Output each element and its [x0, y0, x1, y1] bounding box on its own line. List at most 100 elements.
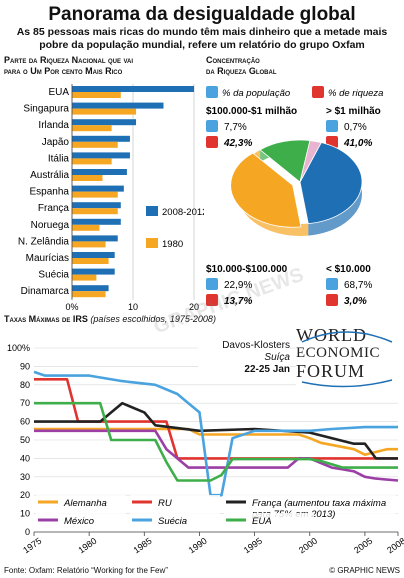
line-legend-bg [224, 513, 314, 527]
person-icon [326, 120, 338, 132]
bar-recent [72, 268, 115, 275]
line-legend-label: RU [158, 498, 172, 509]
wef-logo-line3: FORUM [296, 361, 366, 381]
line-y-tick: 20 [20, 490, 30, 500]
group-10k-100k-wealth: 13,7% [224, 296, 252, 307]
line-legend-label: Alemanha [63, 498, 107, 509]
person-icon [206, 120, 218, 132]
bar-1980 [72, 125, 112, 132]
line-x-tick: 1985 [132, 536, 154, 556]
line-chart-title: Taxas Máximas de IRS (países escolhidos,… [4, 314, 304, 325]
bar-category-label: Espanha [30, 187, 70, 198]
bar-category-label: Austrália [30, 170, 69, 181]
line-legend-label: EUA [252, 516, 272, 527]
bar-x-tick: 20 [189, 302, 199, 312]
bar-category-label: Itália [48, 153, 70, 164]
line-series [34, 401, 398, 482]
line-y-tick: 0 [25, 527, 30, 537]
person-icon [326, 278, 338, 290]
money-icon [206, 136, 218, 148]
population-legend-label: % da população [222, 88, 290, 99]
bar-x-tick: 10 [128, 302, 138, 312]
bar-1980 [72, 208, 118, 215]
pie-slice [299, 140, 322, 183]
group-label-1m-plus: > $1 milhão 0,7% 41,0% [326, 106, 381, 149]
wef-arc-icon [301, 331, 393, 388]
bar-chart-title: Parte da Riqueza Nacional que vai para o… [4, 55, 204, 77]
bar-recent [72, 119, 137, 126]
source-note: Fonte: Oxfam: Relatório “Working for the… [4, 566, 168, 575]
line-x-tick: 1990 [187, 536, 209, 556]
group-label-under-10k: < $10.000 68,7% 3,0% [326, 264, 372, 307]
line-y-tick: 90 [20, 361, 30, 371]
wealth-legend-icon [312, 86, 324, 98]
bar-1980 [72, 175, 103, 181]
bar-category-label: N. Zelândia [18, 236, 70, 247]
population-legend-icon [206, 86, 218, 98]
bar-chart: 0% 10 20 EUA Singapura Irlanda Japão Itália Aust… [18, 84, 204, 312]
group-100k-1m-population: 7,7% [224, 122, 247, 133]
group-10k-100k-population: 22,9% [224, 280, 252, 291]
group-label-10k-100k: $10.000-$100.000 22,9% 13,7% [206, 264, 288, 307]
money-icon [206, 294, 218, 306]
bar-1980 [72, 241, 106, 248]
wef-logo-line1: WORLD [296, 325, 367, 345]
line-series [34, 401, 398, 460]
line-x-tick: 1975 [21, 536, 43, 556]
line-x-tick: 2008 [385, 536, 404, 556]
bar-recent [72, 202, 121, 209]
group-label-100k-1m: $100.000-$1 milhão 7,7% 42,3% [206, 106, 297, 149]
pie-slice [230, 152, 302, 228]
group-under-10k-population: 68,7% [344, 280, 372, 291]
bar-category-label: Suécia [38, 270, 69, 281]
group-1m-wealth: 41,0% [343, 138, 372, 149]
bar-category-label: EUA [48, 87, 69, 98]
bar-recent [72, 102, 164, 109]
bar-1980 [72, 141, 118, 148]
line-y-tick: 30 [20, 472, 30, 482]
line-title-main: Taxas Máximas de IRS [4, 314, 88, 324]
bar-recent [72, 169, 127, 175]
line-legend-bg [36, 495, 126, 509]
group-1m-range: > $1 milhão [326, 106, 381, 117]
bar-category-label: Noruega [31, 220, 70, 231]
bar-1980 [72, 258, 109, 264]
group-1m-population: 0,7% [344, 122, 367, 133]
pie-slices [230, 139, 363, 236]
line-x-tick: 1995 [242, 536, 264, 556]
line-legend-label: México [64, 516, 94, 527]
line-y-tick: 60 [20, 417, 30, 427]
pie-slice [299, 142, 363, 225]
line-legend-bg [36, 513, 126, 527]
wealth-legend-label: % de riqueza [328, 88, 383, 99]
line-series [34, 427, 398, 456]
bar-1980 [72, 291, 106, 298]
event-name: Davos-Klosters [222, 340, 290, 351]
line-y-tick: 40 [20, 453, 30, 463]
line-x-tick: 2000 [297, 536, 319, 556]
line-title-note: (países escolhidos, 1975-2008) [90, 314, 216, 324]
bar-category-label: Irlanda [38, 120, 69, 131]
group-10k-100k-range: $10.000-$100.000 [206, 264, 288, 275]
group-under-10k-wealth: 3,0% [344, 296, 367, 307]
group-100k-1m-wealth: 42,3% [223, 138, 252, 149]
bar-category-label: Japão [42, 137, 70, 148]
line-legend-bg [130, 495, 220, 509]
line-y-tick: 10 [20, 509, 30, 519]
bar-category-label: França [38, 203, 70, 214]
bar-recent [72, 285, 109, 292]
line-legend-label: França (aumentou taxa máxima [252, 498, 386, 509]
money-icon [326, 294, 338, 306]
group-under-10k-range: < $10.000 [326, 264, 371, 275]
bar-recent [72, 185, 124, 192]
event-info: Davos-Klosters Suíça 22-25 Jan [198, 340, 290, 376]
line-y-tick: 80 [20, 380, 30, 390]
bar-recent [72, 235, 118, 242]
event-place: Suíça [264, 352, 290, 363]
line-series [34, 429, 399, 482]
line-y-tick: 50 [20, 435, 30, 445]
line-series [34, 378, 398, 460]
person-icon [206, 278, 218, 290]
bar-1980 [72, 92, 121, 98]
